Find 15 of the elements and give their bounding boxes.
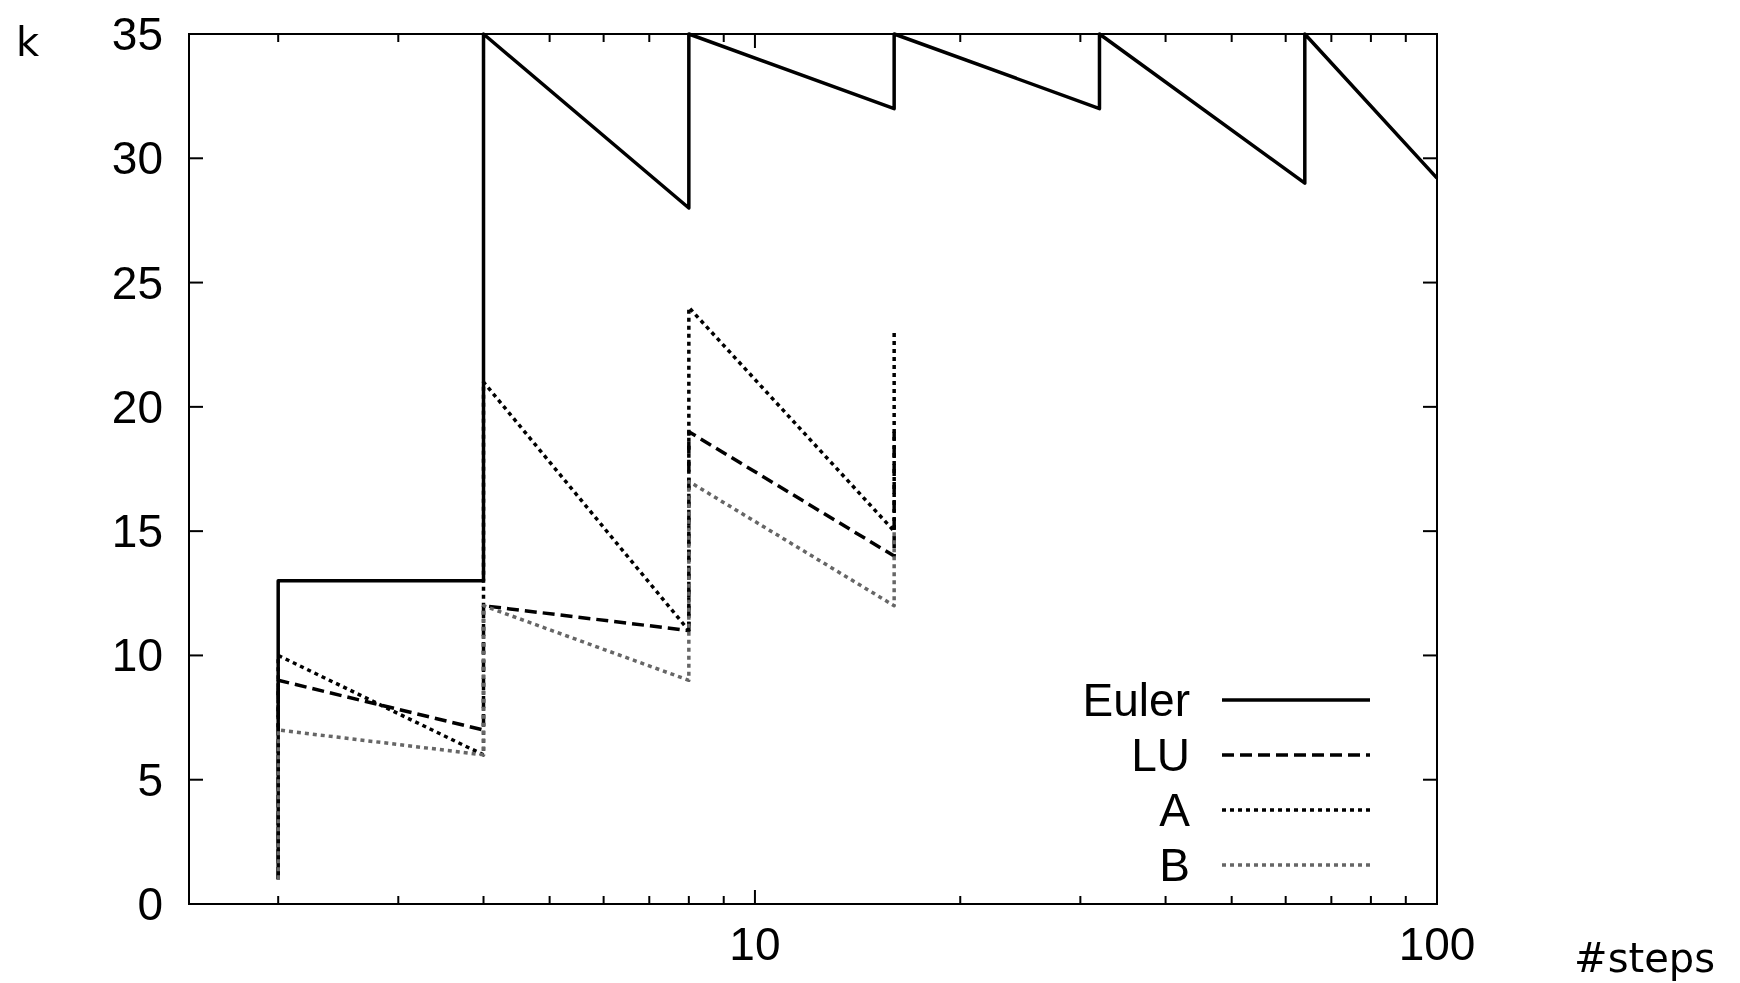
y-tick-label: 35 (111, 8, 163, 60)
y-tick-label: 5 (137, 753, 163, 806)
y-tick-label: 25 (111, 256, 163, 309)
legend-label: Euler (1082, 674, 1190, 726)
y-tick-label: 15 (111, 505, 163, 558)
legend-label: B (1159, 839, 1190, 891)
legend-label: A (1159, 784, 1191, 836)
y-tick-label: 0 (137, 878, 163, 930)
y-tick-label: 30 (111, 132, 163, 185)
x-tick-label: 100 (1398, 918, 1476, 970)
y-axis-title: k (16, 19, 40, 65)
x-axis-title: #steps (1574, 935, 1715, 981)
y-tick-label: 20 (111, 380, 163, 433)
legend-label: LU (1131, 729, 1190, 781)
y-tick-label: 10 (111, 629, 163, 682)
